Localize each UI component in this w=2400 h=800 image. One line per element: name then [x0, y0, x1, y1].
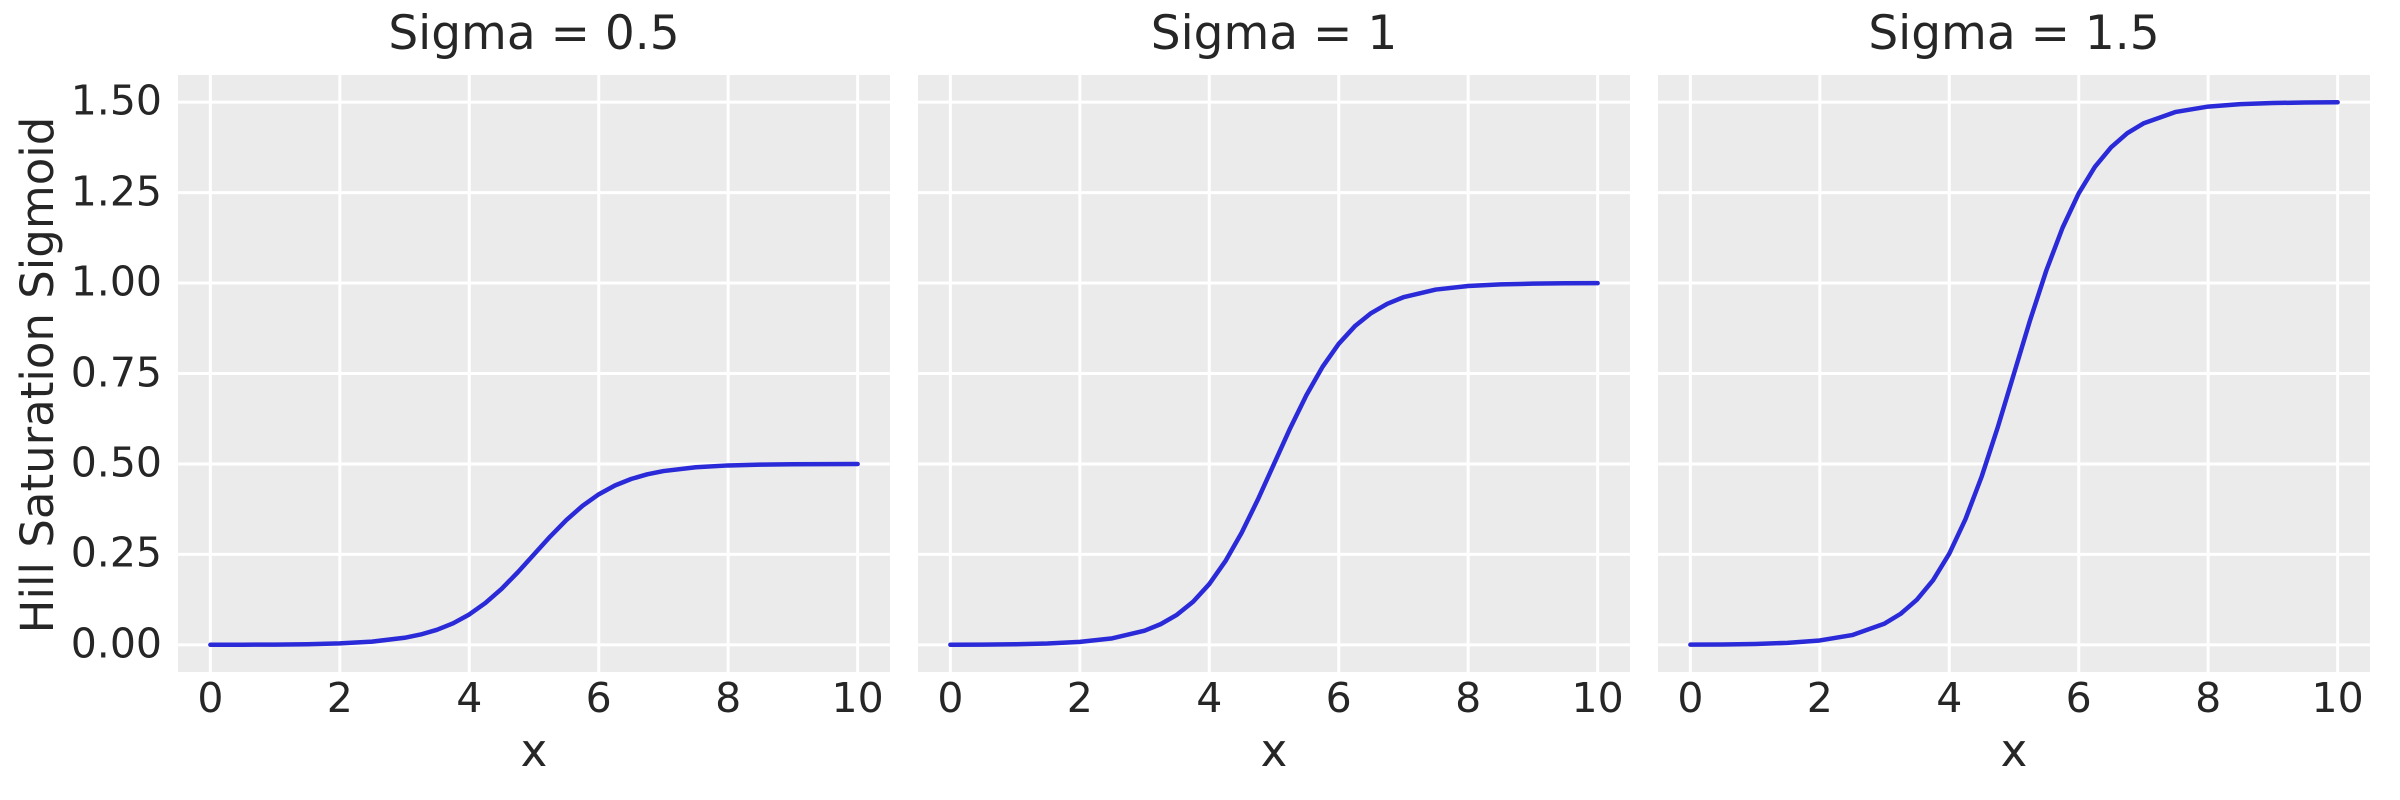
- x-tick-label: 0: [1677, 674, 1704, 722]
- x-tick-label: 2: [1066, 674, 1093, 722]
- x-tick-label: 0: [937, 674, 964, 722]
- x-axis-label: x: [1260, 724, 1288, 777]
- subplot-sigma-1-5: Sigma = 1.5 0 2 4 6 8 10 x: [1658, 0, 2370, 800]
- x-tick-label: 0: [197, 674, 224, 722]
- x-tick-label: 10: [2311, 674, 2364, 722]
- x-tick-label: 6: [1325, 674, 1352, 722]
- subplot-sigma-1: Sigma = 1 0 2 4 6 8 10 x: [918, 0, 1630, 800]
- y-tick-label: 1.00: [70, 257, 162, 306]
- sigmoid-curve: [1688, 100, 2340, 647]
- subplot-title: Sigma = 1.5: [1868, 6, 2160, 61]
- x-tick-label: 4: [456, 674, 483, 722]
- x-axis-label: x: [520, 724, 548, 777]
- axes-area: [1658, 75, 2370, 672]
- x-axis-label: x: [2000, 724, 2028, 777]
- x-tick-label: 2: [326, 674, 353, 722]
- y-tick-label: 0.75: [70, 348, 162, 397]
- x-tick-label: 4: [1196, 674, 1223, 722]
- sigmoid-curve: [208, 461, 860, 648]
- axes-area: [918, 75, 1630, 672]
- subplot-title: Sigma = 0.5: [388, 6, 680, 61]
- y-tick-label: 0.50: [70, 438, 162, 487]
- x-tick-label: 8: [1455, 674, 1482, 722]
- x-tick-label: 2: [1806, 674, 1833, 722]
- x-tick-label: 8: [715, 674, 742, 722]
- y-tick-label: 1.50: [70, 76, 162, 125]
- x-tick-label: 10: [831, 674, 884, 722]
- x-tick-label: 6: [2065, 674, 2092, 722]
- y-tick-label: 0.00: [70, 619, 162, 668]
- x-tick-label: 8: [2195, 674, 2222, 722]
- x-tick-label: 4: [1936, 674, 1963, 722]
- x-tick-label: 10: [1571, 674, 1624, 722]
- sigmoid-curve: [948, 280, 1600, 648]
- y-tick-label: 0.25: [70, 529, 162, 578]
- subplot-sigma-0-5: Sigma = 0.5 0 2 4 6 8 10 x: [178, 0, 890, 800]
- subplot-title: Sigma = 1: [1150, 6, 1398, 61]
- y-tick-label: 1.25: [70, 167, 162, 216]
- axes-area: [178, 75, 890, 672]
- x-tick-label: 6: [585, 674, 612, 722]
